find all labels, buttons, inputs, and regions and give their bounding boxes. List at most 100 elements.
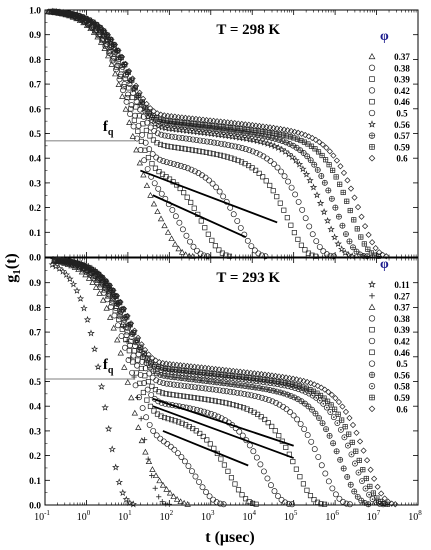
data-point — [139, 132, 146, 138]
data-point — [156, 169, 162, 175]
data-point — [248, 243, 255, 250]
data-point — [368, 109, 376, 117]
data-point — [299, 165, 307, 173]
data-point — [128, 338, 134, 344]
data-point — [236, 374, 243, 380]
data-point — [169, 417, 175, 423]
data-point — [301, 426, 308, 433]
data-point — [313, 238, 320, 245]
data-point — [133, 146, 140, 153]
data-point — [337, 181, 343, 187]
data-point — [132, 342, 139, 349]
data-point — [258, 414, 264, 420]
data-point — [172, 418, 178, 424]
data-point — [166, 366, 172, 372]
data-point — [137, 371, 144, 378]
data-point — [176, 219, 183, 226]
circle-marker — [330, 414, 337, 421]
data-point — [147, 105, 154, 112]
star-marker — [302, 170, 311, 178]
star-marker — [76, 294, 85, 302]
data-point — [351, 217, 357, 223]
data-point — [204, 129, 212, 137]
data-point — [284, 127, 291, 134]
data-point — [178, 114, 185, 121]
data-point — [83, 15, 90, 22]
data-point — [140, 171, 147, 178]
data-point — [333, 157, 340, 164]
data-point — [197, 407, 204, 414]
data-point — [354, 493, 361, 500]
data-point — [239, 145, 246, 152]
x-tick-exponent: 8 — [418, 509, 422, 517]
dot-marker — [375, 501, 377, 503]
data-point — [131, 117, 137, 123]
circle-marker — [368, 383, 376, 390]
data-point — [354, 204, 362, 211]
data-point — [121, 320, 127, 326]
data-point — [152, 472, 160, 479]
star-marker — [165, 124, 173, 132]
star-marker — [119, 488, 127, 497]
star-marker — [292, 156, 300, 164]
star-marker — [193, 128, 201, 136]
dot-marker — [142, 353, 145, 355]
star-marker — [345, 251, 353, 259]
data-point — [272, 372, 279, 380]
data-point — [202, 174, 209, 181]
data-point — [299, 206, 306, 213]
data-point — [126, 348, 132, 354]
data-point — [240, 405, 247, 411]
data-point — [117, 349, 124, 356]
data-point — [142, 139, 149, 146]
power-law-fit-line — [152, 194, 247, 239]
power-law-fit-line — [140, 169, 278, 224]
data-point — [211, 412, 218, 419]
data-point — [276, 401, 283, 408]
x-tick-exponent: 1 — [128, 509, 132, 517]
data-point — [252, 127, 258, 134]
data-point — [321, 395, 327, 401]
data-point — [139, 405, 146, 412]
star-marker — [260, 138, 268, 146]
data-point — [55, 264, 64, 272]
data-point — [294, 416, 301, 423]
data-point — [97, 382, 106, 390]
data-point — [90, 345, 99, 353]
data-point — [357, 251, 363, 258]
data-point — [326, 162, 332, 168]
data-point — [290, 412, 297, 419]
data-point — [237, 390, 244, 397]
data-point — [180, 362, 187, 369]
data-point — [210, 496, 217, 503]
data-point — [341, 434, 348, 441]
data-point — [298, 130, 305, 137]
data-point — [272, 428, 278, 434]
data-point — [117, 298, 124, 306]
data-point — [133, 82, 140, 89]
data-point — [155, 364, 162, 370]
data-point — [259, 128, 265, 135]
data-point — [181, 382, 188, 389]
data-point — [96, 271, 103, 278]
data-point — [323, 251, 330, 258]
data-point — [235, 144, 242, 151]
data-point — [220, 387, 227, 394]
data-point — [255, 250, 262, 257]
data-point — [254, 376, 260, 382]
data-point — [273, 131, 279, 137]
star-marker — [122, 495, 130, 503]
data-point — [152, 485, 158, 491]
data-point — [149, 383, 155, 389]
data-point — [195, 170, 202, 177]
data-point — [360, 447, 367, 454]
data-point — [161, 112, 168, 119]
dot-marker — [343, 436, 346, 439]
data-point — [130, 123, 137, 130]
star-marker — [228, 132, 237, 140]
data-point — [216, 126, 223, 133]
data-point — [80, 13, 87, 21]
y-tick-label: 0.3 — [29, 427, 41, 437]
data-point — [224, 119, 231, 126]
data-point — [261, 376, 267, 383]
